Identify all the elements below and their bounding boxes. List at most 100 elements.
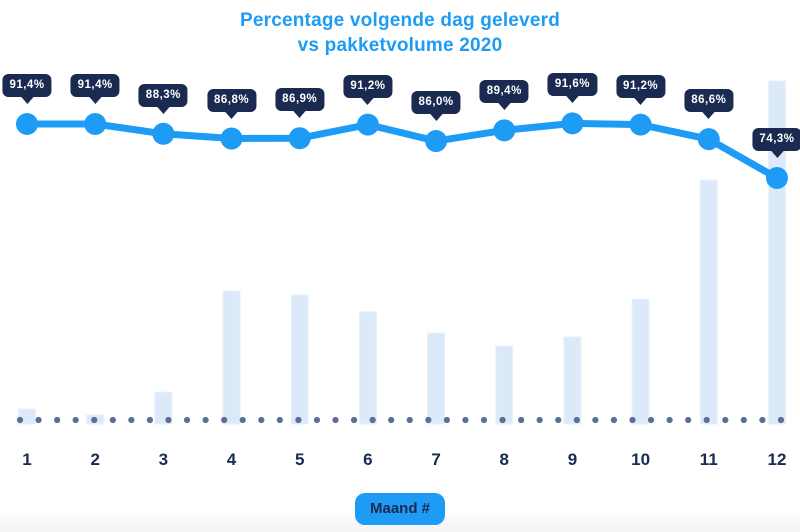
volume-bar xyxy=(631,298,650,425)
line-point xyxy=(425,130,448,153)
data-label-value: 86,0% xyxy=(418,96,454,109)
x-axis-label: 4 xyxy=(226,450,237,469)
badge-tail xyxy=(292,110,307,119)
data-label-value: 91,2% xyxy=(623,79,659,92)
x-axis-label: 1 xyxy=(22,450,32,469)
baseline-dot xyxy=(388,416,395,424)
baseline-dot xyxy=(350,416,358,424)
data-label-badge: 89,4% xyxy=(479,80,529,111)
data-label-badge: 74,3% xyxy=(752,128,800,158)
badge-tail xyxy=(497,102,512,111)
volume-bar xyxy=(154,391,173,425)
baseline-dot xyxy=(777,416,785,424)
line-point xyxy=(16,112,38,135)
x-axis-label: 7 xyxy=(431,450,441,469)
baseline-dot xyxy=(109,416,116,424)
baseline-dot xyxy=(369,416,376,424)
baseline-dot xyxy=(239,416,246,424)
baseline-dot xyxy=(499,416,506,424)
baseline-dot xyxy=(666,416,673,424)
baseline-dot xyxy=(16,416,24,424)
line-point xyxy=(84,112,107,135)
baseline-dot xyxy=(146,416,154,424)
line-point xyxy=(629,113,652,136)
data-label-badge: 86,6% xyxy=(684,89,734,120)
baseline-dot xyxy=(128,416,135,424)
baseline-dot xyxy=(685,416,692,424)
baseline-dot xyxy=(592,416,599,424)
baseline-dot xyxy=(35,416,42,424)
volume-bar xyxy=(495,345,514,425)
baseline-dot xyxy=(72,416,79,424)
x-axis-label: 9 xyxy=(567,450,578,469)
volume-bar xyxy=(563,336,582,425)
x-axis-label: 2 xyxy=(90,450,100,469)
line-point xyxy=(288,127,311,150)
data-label-badge: 91,2% xyxy=(343,74,393,105)
baseline-dot xyxy=(276,416,283,424)
x-axis-label: 8 xyxy=(499,450,509,469)
badge-tail xyxy=(429,113,444,122)
line-point xyxy=(697,128,720,151)
data-label-value: 74,3% xyxy=(759,133,795,145)
badge-tail xyxy=(88,95,103,104)
data-label-value: 91,6% xyxy=(554,78,590,91)
volume-bar xyxy=(222,290,241,425)
x-axis-label: 10 xyxy=(631,450,651,469)
baseline-dot xyxy=(313,416,321,424)
baseline-dot xyxy=(183,416,191,424)
baseline-dot xyxy=(221,416,228,424)
baseline-dot xyxy=(555,416,562,424)
data-label-badge: 91,4% xyxy=(70,73,120,104)
data-label-value: 86,9% xyxy=(282,93,318,106)
baseline-dot xyxy=(462,416,469,424)
line-point xyxy=(152,122,175,145)
data-label-value: 91,2% xyxy=(350,79,386,92)
volume-bar xyxy=(290,294,309,425)
baseline-dot xyxy=(406,416,413,424)
data-label-value: 88,3% xyxy=(145,88,181,101)
badge-tail xyxy=(565,95,580,104)
baseline-dot xyxy=(629,416,636,424)
data-label-badge: 86,8% xyxy=(206,88,257,119)
line-point xyxy=(493,119,516,142)
baseline-dot xyxy=(740,416,747,424)
line-point xyxy=(765,167,788,189)
badge-tail xyxy=(19,95,34,104)
baseline-dot xyxy=(165,416,172,424)
data-label-badge: 86,0% xyxy=(411,91,461,122)
x-axis-label: 12 xyxy=(767,450,787,469)
baseline-dot xyxy=(443,416,450,424)
data-label-badge: 91,6% xyxy=(547,73,597,104)
line-point xyxy=(220,127,243,150)
baseline-dot xyxy=(295,416,302,424)
x-axis-label: 6 xyxy=(363,450,373,469)
badge-tail xyxy=(224,110,239,119)
line-series xyxy=(23,119,781,182)
line-point xyxy=(356,113,379,136)
x-axis-title-badge: Maand # xyxy=(354,493,446,525)
baseline-dot xyxy=(332,416,339,424)
data-label-value: 91,4% xyxy=(77,78,113,91)
x-axis-label: 5 xyxy=(294,450,305,469)
badge-tail xyxy=(633,96,648,105)
data-label-badge: 91,2% xyxy=(616,74,666,105)
baseline-dot xyxy=(759,416,766,424)
x-axis-label: 3 xyxy=(158,450,169,469)
baseline-dot xyxy=(647,416,655,424)
data-label-badge: 91,4% xyxy=(2,73,52,104)
baseline-dot xyxy=(425,416,432,424)
chart-title-line1: Percentage volgende dag geleverd xyxy=(239,10,560,31)
data-label-value: 86,8% xyxy=(213,93,250,106)
data-label-badge: 86,9% xyxy=(275,88,325,119)
badge-tail xyxy=(156,105,171,114)
baseline-dot xyxy=(202,416,209,424)
volume-bar xyxy=(767,80,786,425)
baseline-dot xyxy=(480,416,488,424)
badge-tail xyxy=(360,96,375,105)
volume-bar xyxy=(427,332,446,425)
badge-tail xyxy=(769,150,784,158)
data-label-badge: 88,3% xyxy=(138,83,188,114)
baseline-dot xyxy=(722,416,729,424)
